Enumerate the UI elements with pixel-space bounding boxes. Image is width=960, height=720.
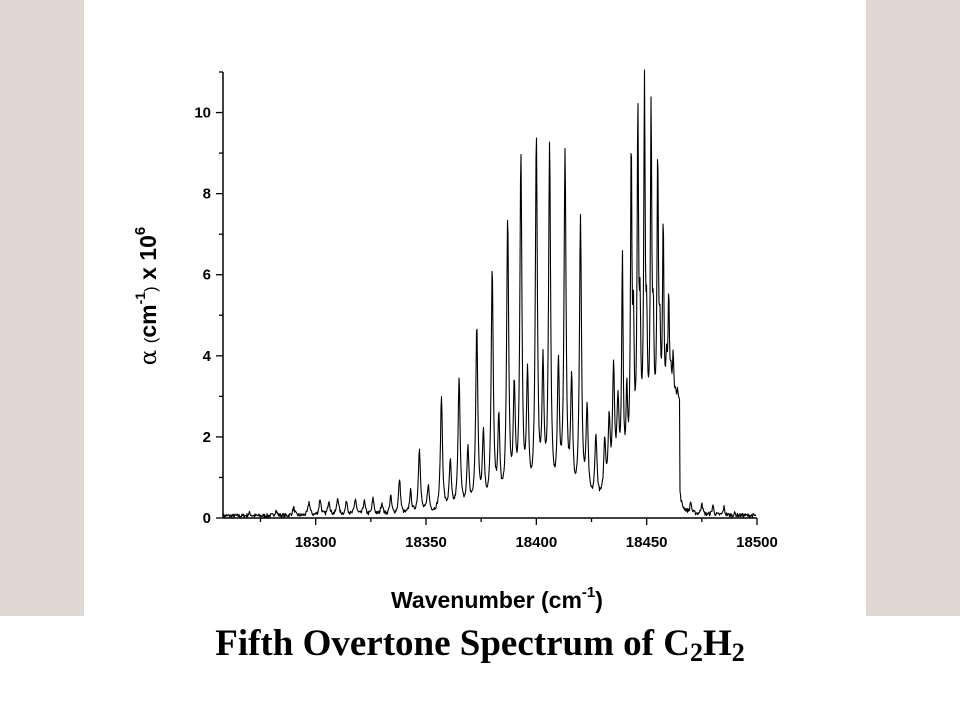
x-tick-label: 18350 [405, 534, 447, 551]
y-axis-title: α (cm-1) x 106 [132, 227, 162, 365]
y-tick-label: 6 [203, 267, 211, 284]
x-tick-label: 18300 [295, 534, 337, 551]
x-tick-label: 18400 [515, 534, 557, 551]
y-tick-label: 0 [203, 510, 211, 527]
tick-labels: 18300 18350 18400 18450 18500 0 2 4 6 8 10 [194, 105, 778, 551]
x-tick-label: 18450 [626, 534, 668, 551]
y-tick-label: 10 [194, 105, 211, 122]
spectrum-line [222, 69, 757, 519]
y-tick-label: 8 [203, 186, 211, 203]
y-tick-label: 4 [203, 348, 212, 365]
x-axis-title: Wavenumber (cm-1) [391, 584, 603, 613]
slide-caption: Fifth Overtone Spectrum of C2H2 [215, 623, 745, 667]
axis-ticks [216, 71, 758, 525]
caption-band [0, 616, 960, 720]
spectrum-chart: 18300 18350 18400 18450 18500 0 2 4 6 8 10 Wavenum… [132, 69, 778, 613]
x-tick-label: 18500 [736, 534, 778, 551]
y-tick-label: 2 [203, 429, 211, 446]
